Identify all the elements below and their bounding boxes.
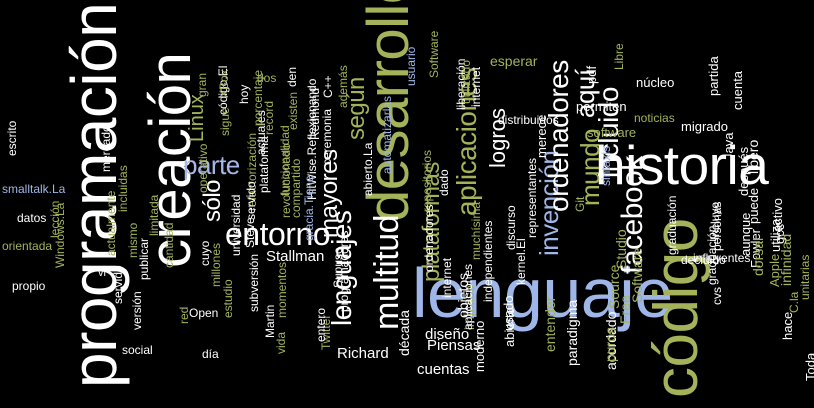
cloud-word: entero [314, 307, 328, 342]
cloud-word: Stallman [266, 248, 325, 265]
cloud-word: ceremonia [320, 108, 334, 165]
cloud-word: Steve [243, 217, 257, 248]
cloud-word: limitada [147, 194, 161, 236]
cloud-word: puros [602, 326, 618, 362]
cloud-word: Incluyo [708, 201, 722, 240]
cloud-word: Git [573, 196, 587, 212]
cloud-word: plataforma [257, 136, 271, 193]
cloud-word: cuenta [730, 70, 745, 110]
cloud-word: versión [130, 291, 144, 330]
cloud-word: entorno [225, 216, 331, 252]
cloud-word: dorsal [750, 237, 766, 276]
cloud-word: esperar [490, 53, 538, 69]
cloud-word: dos [257, 71, 277, 85]
cloud-word: Software [629, 247, 645, 303]
cloud-word: Java [721, 132, 736, 160]
cloud-word: unitarias [798, 254, 812, 300]
cloud-word: universidad [229, 194, 243, 256]
cloud-word: servido [244, 181, 258, 220]
cloud-word: independientes [481, 220, 495, 302]
cloud-word: permiten [576, 99, 627, 114]
cloud-word: estudio [221, 279, 235, 318]
cloud-word: historia [595, 134, 769, 196]
cloud-word: representantes [525, 157, 539, 238]
cloud-word: sintaxis [599, 145, 613, 186]
cloud-word: vida [274, 331, 288, 354]
cloud-word: Linux [186, 94, 208, 142]
cloud-word: hoy [237, 84, 251, 104]
cloud-word: infinidad [778, 233, 794, 286]
cloud-word: momentos [275, 261, 289, 318]
cloud-word: distribuidos [498, 113, 559, 127]
cloud-word: paradigma [564, 299, 580, 366]
cloud-word: además [336, 65, 350, 108]
cloud-word: software [587, 125, 637, 140]
cloud-word: social [122, 343, 153, 357]
cloud-word: noticias [634, 111, 675, 125]
cloud-word: década [396, 310, 412, 356]
cloud-word: operativo [196, 143, 210, 193]
cloud-word: sigue [218, 107, 232, 136]
cloud-word: diseño [425, 326, 470, 343]
cloud-word: lenguaje [412, 254, 673, 332]
cloud-word: propio [12, 279, 46, 293]
cloud-word: mismo [126, 222, 140, 258]
cloud-word: partida [706, 56, 721, 96]
cloud-word: XBox [217, 69, 231, 98]
cloud-word: núcleo [636, 75, 675, 90]
cloud-word: gracia.Tiene [302, 175, 316, 241]
cloud-word: utilizado [459, 59, 473, 104]
cloud-word: dado [437, 169, 451, 196]
cloud-word: smalltalk.La [2, 182, 66, 196]
cloud-word: cantidad [162, 222, 176, 268]
cloud-word: parte [183, 150, 240, 180]
cloud-word: incluidas [116, 165, 130, 212]
cloud-word: cuentas [417, 361, 470, 378]
cloud-word: entender [542, 296, 558, 352]
cloud-word: subversión [247, 253, 261, 312]
cloud-word: kernel.El [514, 238, 528, 285]
cloud-word: día [202, 347, 219, 361]
cloud-word: mercado [99, 125, 113, 172]
cloud-word: ordenadores [422, 204, 436, 272]
cloud-word: usado [501, 295, 516, 331]
cloud-word: escrito [5, 120, 19, 156]
cloud-word: internet [440, 257, 454, 298]
cloud-word: Studio [613, 229, 629, 269]
cloud-word: compartido [289, 158, 303, 218]
cloud-word: migrado [681, 119, 728, 134]
cloud-word: porcentaje [251, 69, 265, 126]
cloud-word: hace [780, 311, 795, 340]
cloud-word: cvs [710, 287, 724, 305]
cloud-word: influyentes [693, 251, 751, 265]
cloud-word: servido [111, 265, 125, 304]
cloud-word: graduación [665, 195, 679, 255]
cloud-word: abierto.La [361, 142, 375, 196]
cloud-word: aplicaciones [461, 263, 475, 330]
cloud-word: decidido [681, 253, 726, 267]
cloud-word: orientada [2, 239, 53, 253]
cloud-word: gran [195, 72, 209, 97]
cloud-word: vi [98, 267, 106, 279]
cloud-word: usuario [404, 46, 418, 86]
cloud-word: datos [17, 211, 47, 225]
cloud-word: Richard [337, 345, 389, 362]
cloud-word: Libre [612, 43, 626, 70]
cloud-word: Piensas [427, 337, 481, 354]
cloud-word: C++ [321, 75, 335, 98]
cloud-word: ordenadores [543, 60, 574, 212]
cloud-word: automatizarlas [380, 95, 394, 174]
cloud-word: Software [427, 30, 441, 78]
cloud-word: red [177, 306, 191, 324]
cloud-word: pdf [584, 65, 599, 84]
cloud-word: den [285, 66, 299, 87]
cloud-word: Toda [803, 352, 814, 381]
cloud-word: repositorios [420, 149, 434, 212]
cloud-word: libero [745, 139, 761, 174]
cloud-word: Open [189, 306, 219, 320]
cloud-word: programadores [337, 230, 351, 312]
cloud-word: Windows.La [53, 202, 67, 268]
